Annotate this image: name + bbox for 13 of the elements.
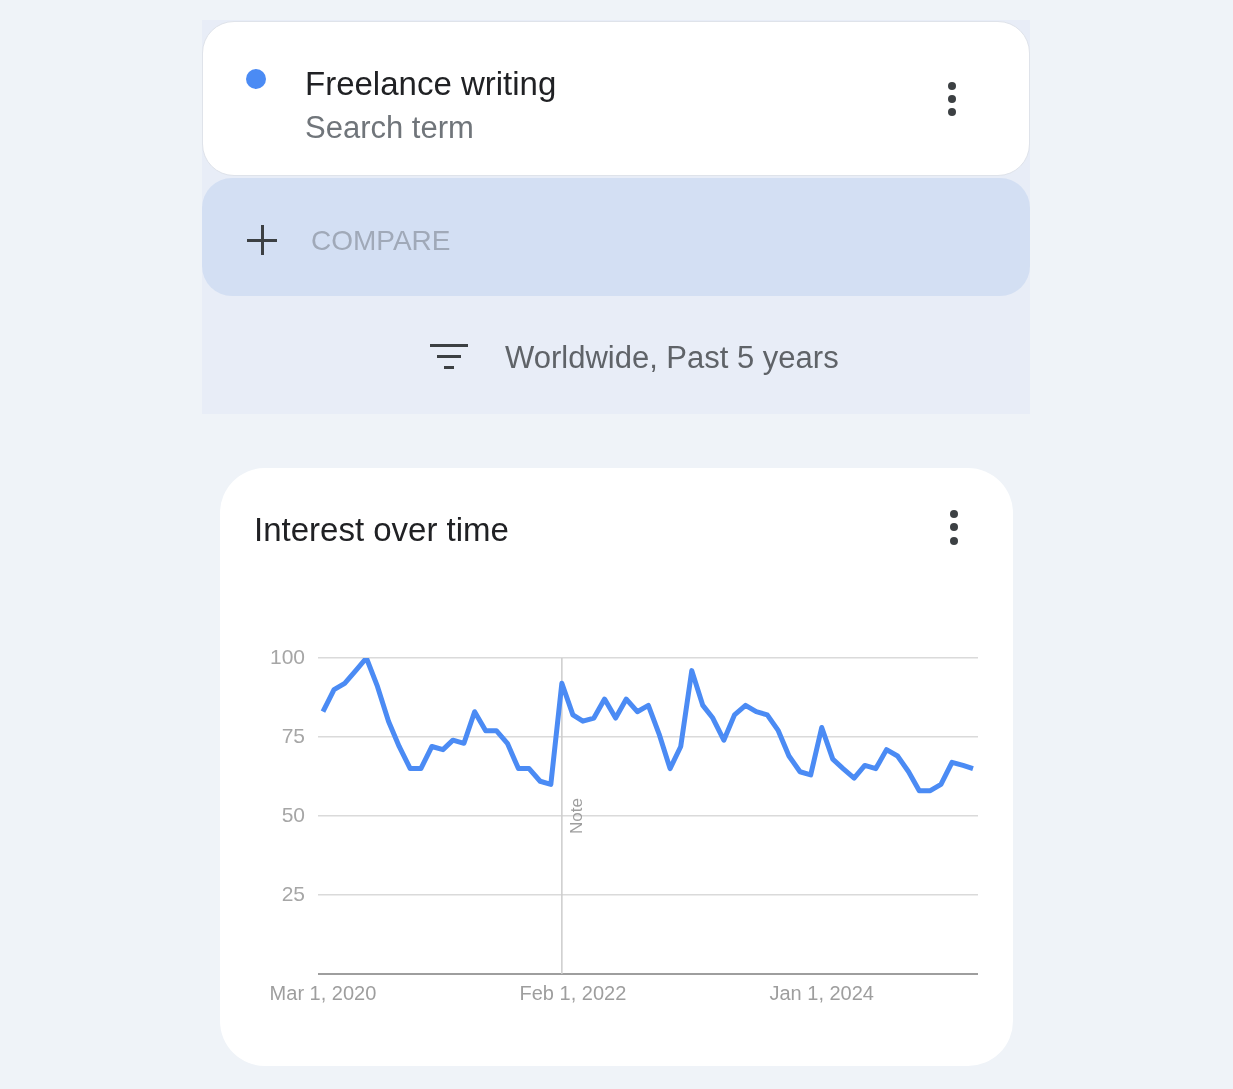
- chart-subtitle: Worldwide, Past 5 years: [505, 340, 839, 375]
- x-tick-label: Feb 1, 2022: [519, 981, 627, 1004]
- x-tick-label: Jan 1, 2024: [769, 981, 874, 1004]
- legend-label: Freelance writing: [305, 65, 557, 102]
- y-tick-label: 75: [281, 723, 305, 747]
- chart-title: Interest over time: [254, 511, 509, 548]
- text: Search term: [305, 110, 474, 145]
- y-tick-label: 50: [281, 802, 305, 826]
- text: COMPARE: [311, 225, 451, 256]
- y-tick-label: 25: [281, 881, 305, 905]
- x-tick-label: Mar 1, 2020: [269, 981, 377, 1004]
- y-tick-label: 100: [269, 644, 305, 668]
- ref-line-label: Note: [566, 798, 586, 834]
